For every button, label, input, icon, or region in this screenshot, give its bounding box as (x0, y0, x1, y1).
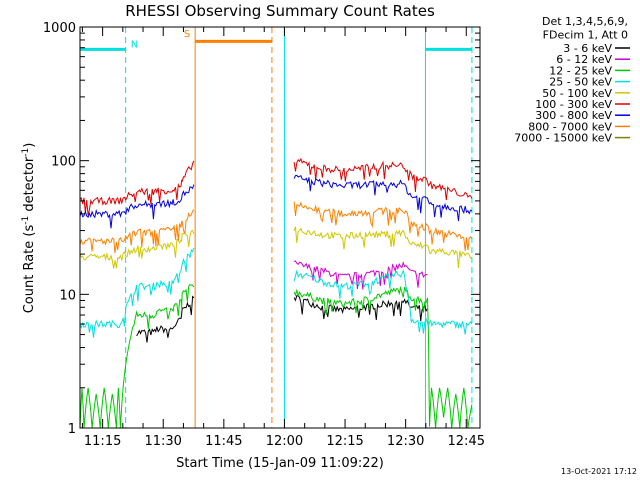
y-axis-label: Count Rate (s-1 detector-1) (21, 143, 37, 314)
legend-label: 25 - 50 keV (549, 76, 612, 89)
legend-label: 100 - 300 keV (535, 98, 612, 111)
x-tick-label: 11:15 (84, 434, 121, 449)
legend-label: 3 - 6 keV (563, 42, 612, 55)
legend-label: 6 - 12 keV (556, 53, 612, 66)
legend-label: 800 - 7000 keV (528, 120, 612, 133)
series-line-0 (136, 294, 428, 343)
legend-label: 300 - 800 keV (535, 109, 612, 122)
x-tick-label: 12:45 (448, 434, 485, 449)
series-line-2 (79, 283, 473, 429)
series-line-7 (79, 201, 473, 254)
legend-header: Det 1,3,4,5,6,9, (542, 15, 628, 28)
y-tick-label: 100 (51, 155, 76, 170)
series-line-1 (293, 260, 428, 290)
series-line-3 (79, 247, 473, 338)
series-line-4 (79, 226, 473, 269)
x-tick-label: 11:30 (144, 434, 181, 449)
x-tick-label: 12:00 (266, 434, 303, 449)
legend-label: 12 - 25 keV (549, 64, 612, 77)
x-axis-label: Start Time (15-Jan-09 11:09:22) (176, 456, 384, 471)
axes: 1 10 100 1000 11:15 11:30 11:45 12:00 12:15 12:30… (43, 21, 485, 449)
legend: Det 1,3,4,5,6,9,FDecim 1, Att 03 - 6 keV… (514, 15, 630, 145)
legend-label: 50 - 100 keV (542, 87, 612, 100)
y-tick-label: 1000 (43, 21, 76, 36)
annotation-n: N (131, 40, 138, 51)
y-tick-label: 10 (59, 288, 76, 303)
plot-area: NS (79, 27, 473, 429)
legend-label: 7000 - 15000 keV (514, 132, 612, 145)
series-line-5 (79, 157, 473, 216)
plot-frame (79, 26, 481, 429)
y-tick-label: 1 (68, 422, 76, 437)
annotation-s: S (184, 29, 190, 40)
x-tick-label: 11:45 (205, 434, 242, 449)
legend-header: FDecim 1, Att 0 (543, 29, 628, 42)
series-line-6 (79, 174, 473, 229)
x-tick-label: 12:15 (326, 434, 363, 449)
timestamp-footer: 13-Oct-2021 17:12 (561, 467, 637, 476)
chart-title: RHESSI Observing Summary Count Rates (125, 2, 435, 20)
x-tick-label: 12:30 (387, 434, 424, 449)
